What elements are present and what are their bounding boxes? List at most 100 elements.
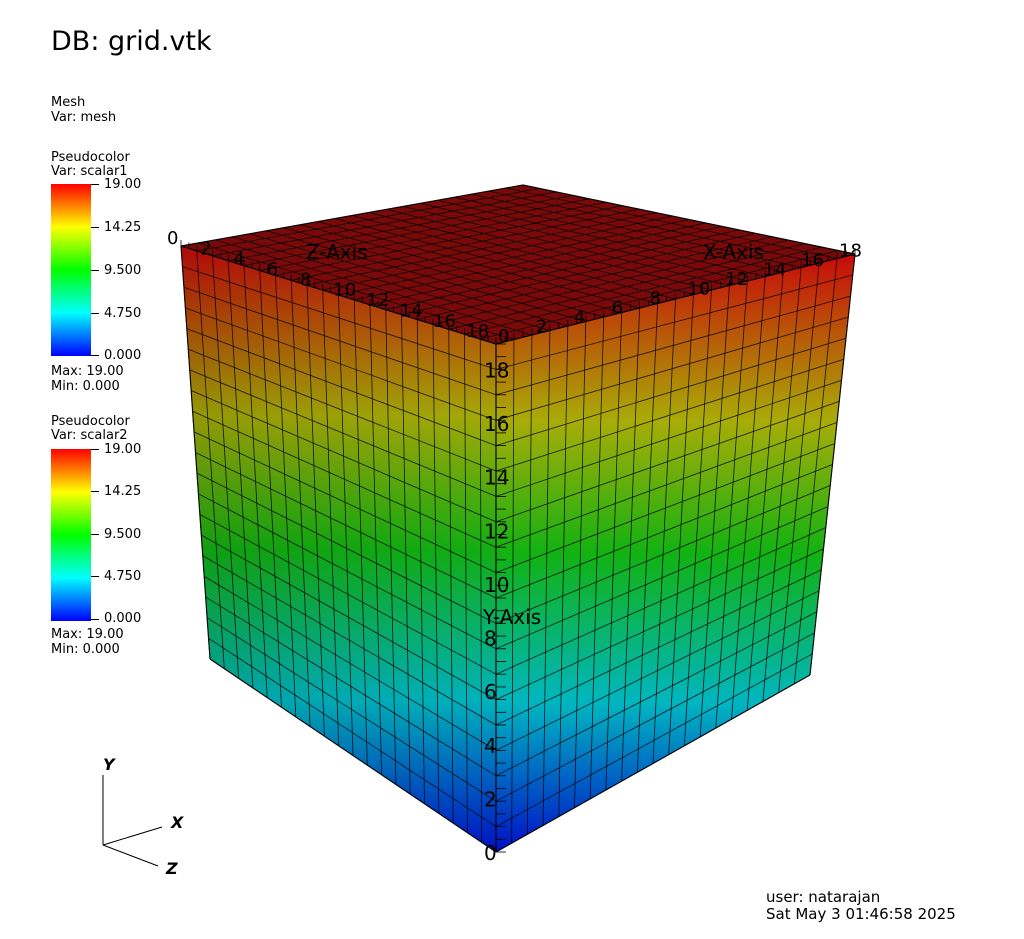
mesh-line — [715, 280, 748, 729]
mesh-line — [495, 590, 820, 751]
triad-z-line — [102, 844, 159, 867]
pc1-tickmark — [91, 355, 99, 356]
mesh-line — [369, 212, 694, 295]
pc2-tick-label: 4.750 — [104, 569, 142, 584]
x-tick-label: 12 — [725, 269, 748, 290]
pc2-tickmark — [91, 576, 99, 577]
y-tick-label: 18 — [484, 358, 509, 382]
mesh-line — [196, 472, 497, 624]
pc1-legend-var: Var: scalar1 — [51, 164, 128, 179]
pc2-tickmark — [91, 491, 99, 492]
mesh-line — [202, 555, 497, 726]
mesh-line — [338, 219, 690, 296]
mesh-line — [488, 190, 820, 264]
x-tick-label: 18 — [839, 241, 862, 262]
mesh-line — [495, 674, 811, 853]
mesh-line — [471, 193, 802, 268]
z-tick-label: 14 — [400, 300, 423, 321]
user-label: user: natarajan — [766, 888, 881, 906]
pc2-tickmark — [91, 619, 99, 620]
mesh-line — [203, 576, 497, 751]
z-tick-label: 0 — [167, 228, 178, 249]
triad-y-label: Y — [103, 755, 116, 774]
y-tick-label: 0 — [484, 841, 497, 865]
z-tick-label: 4 — [234, 249, 245, 270]
pc2-tick-label: 9.500 — [104, 527, 142, 542]
mesh-line — [437, 199, 766, 277]
z-axis-title: Z-Axis — [306, 240, 368, 264]
mesh-line — [432, 324, 440, 814]
cube-right-face — [496, 254, 855, 852]
pc2-colorbar — [51, 449, 91, 621]
z-tick-label: 12 — [367, 290, 390, 311]
triad-x-line — [102, 826, 163, 846]
pc2-tickmark — [91, 449, 99, 450]
mesh-line — [762, 267, 802, 702]
pc2-tick-label: 14.25 — [104, 484, 142, 499]
mesh-line — [205, 596, 497, 777]
y-tick-label: 14 — [484, 466, 509, 490]
mesh-line — [505, 187, 838, 259]
z-tick-label: 2 — [200, 238, 211, 259]
mesh-line — [684, 289, 712, 746]
z-tick-label: 10 — [333, 280, 356, 301]
mesh-line — [793, 258, 838, 684]
mesh-legend-var: Var: mesh — [51, 110, 117, 125]
y-tick-label: 16 — [484, 412, 509, 436]
mesh-line — [385, 229, 739, 311]
mesh-line — [209, 658, 497, 853]
mesh-line — [495, 506, 829, 650]
mesh-line — [495, 548, 824, 700]
mesh-line — [479, 339, 483, 843]
database-title: DB: grid.vtk — [51, 26, 212, 57]
y-axis-tick-labels: 0 2 4 6 8 10 12 14 16 18 — [484, 358, 509, 865]
pc1-max-label: Max: 19.00 — [51, 364, 124, 379]
mesh-line — [746, 271, 784, 711]
z-tick-label: 16 — [433, 311, 456, 332]
mesh-line — [731, 276, 766, 720]
cube-top-face — [181, 185, 855, 344]
pc1-tick-label: 9.500 — [104, 263, 142, 278]
pc1-legend-plot: Pseudocolor — [51, 150, 130, 165]
mesh-line — [403, 205, 730, 286]
mesh-line — [180, 245, 211, 660]
axis-tick-marks — [180, 240, 856, 853]
z-axis-tick-labels: 0 2 4 6 8 10 12 14 16 18 — [167, 228, 489, 342]
mesh-legend-plot: Mesh — [51, 95, 86, 110]
mesh-line — [180, 184, 524, 247]
y-tick-label: 6 — [484, 680, 497, 704]
pc1-tick-label: 14.25 — [104, 220, 142, 235]
timestamp-label: Sat May 3 01:46:58 2025 — [766, 905, 956, 923]
pc1-tickmark — [91, 184, 99, 185]
pc2-max-label: Max: 19.00 — [51, 627, 124, 642]
x-tick-label: 8 — [650, 288, 661, 309]
triad-x-label: X — [170, 813, 184, 832]
triad-z-label: Z — [165, 859, 178, 878]
mesh-line — [464, 246, 822, 335]
y-axis-title: Y-Axis — [482, 605, 541, 629]
y-tick-label: 12 — [484, 519, 509, 543]
mesh-line — [199, 514, 497, 675]
pc1-colorbar — [51, 184, 91, 356]
mesh-line — [386, 209, 712, 291]
mesh-line — [420, 202, 748, 282]
mesh-line — [495, 569, 822, 726]
y-tick-label: 8 — [484, 627, 497, 651]
x-tick-label: 2 — [536, 317, 547, 338]
mesh-line — [401, 232, 756, 315]
mesh-line — [208, 638, 497, 827]
cube-left-face-shade — [181, 246, 496, 852]
mesh-line — [198, 493, 497, 650]
y-tick-label: 4 — [484, 734, 497, 758]
x-tick-label: 4 — [574, 307, 585, 328]
pc2-tick-label: 19.00 — [104, 442, 142, 457]
mesh-line — [354, 222, 706, 301]
x-tick-label: 6 — [612, 298, 623, 319]
mesh-line — [699, 285, 730, 737]
mesh-line — [454, 196, 784, 273]
mesh-line — [495, 653, 813, 827]
mesh-line — [385, 309, 397, 785]
x-axis-title: X-Axis — [703, 240, 764, 264]
mesh-line — [668, 294, 694, 755]
